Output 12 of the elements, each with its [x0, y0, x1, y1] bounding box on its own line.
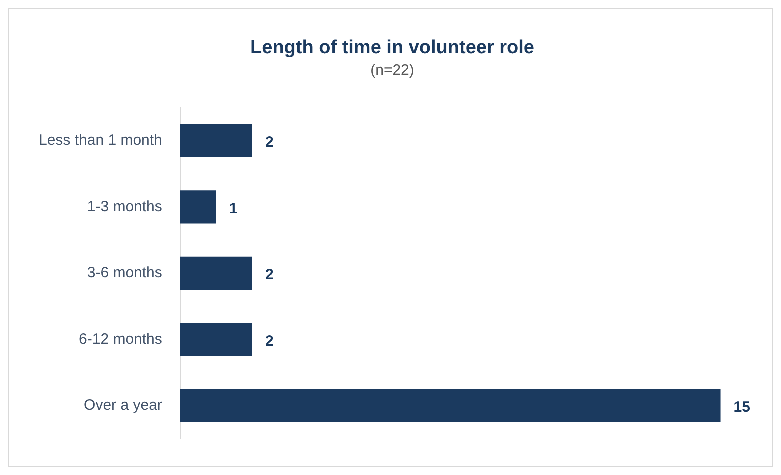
chart-subtitle: (n=22) [370, 62, 414, 79]
data-label: 2 [265, 134, 274, 152]
y-tick-label: 3-6 months [87, 264, 162, 282]
y-tick-label: Less than 1 month [38, 132, 162, 150]
y-tick-label: 6-12 months [79, 330, 162, 348]
data-label: 2 [265, 332, 274, 350]
data-label: 15 [734, 399, 750, 416]
y-tick-label: Over a year [84, 397, 162, 414]
y-tick-label: 1-3 months [87, 198, 162, 216]
data-label: 2 [265, 266, 274, 284]
data-label: 1 [229, 200, 238, 218]
chart-title: Length of time in volunteer role [250, 38, 534, 59]
